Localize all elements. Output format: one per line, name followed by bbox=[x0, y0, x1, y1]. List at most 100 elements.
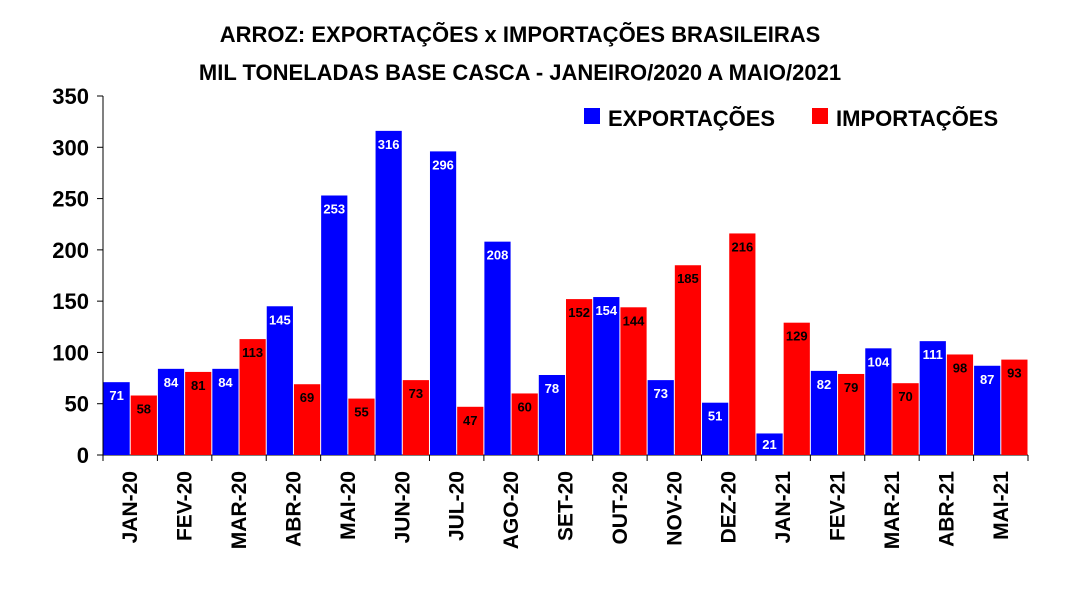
data-label-exportacoes: 316 bbox=[378, 137, 400, 152]
x-tick-label: MAR-20 bbox=[228, 471, 251, 549]
bar-importacoes bbox=[457, 406, 484, 455]
bar-exportacoes bbox=[321, 195, 348, 455]
x-tick-label: JAN-21 bbox=[772, 471, 795, 544]
data-label-exportacoes: 104 bbox=[868, 354, 890, 369]
data-label-exportacoes: 145 bbox=[269, 312, 291, 327]
bar-exportacoes bbox=[919, 341, 946, 455]
data-label-importacoes: 216 bbox=[731, 239, 753, 254]
legend: EXPORTAÇÕES IMPORTAÇÕES bbox=[584, 106, 998, 131]
y-tick-label: 100 bbox=[52, 340, 89, 365]
data-label-importacoes: 129 bbox=[786, 329, 808, 344]
x-tick-label: ABR-21 bbox=[935, 471, 958, 547]
data-label-exportacoes: 208 bbox=[487, 248, 509, 263]
bar-exportacoes bbox=[593, 297, 620, 455]
bar-importacoes bbox=[402, 380, 429, 455]
bar-importacoes bbox=[729, 233, 756, 455]
bar-importacoes bbox=[293, 384, 321, 455]
x-tick-label: JUL-20 bbox=[446, 471, 469, 541]
legend-label-exportacoes: EXPORTAÇÕES bbox=[608, 106, 775, 131]
y-tick-label: 250 bbox=[52, 187, 89, 212]
bar-exportacoes bbox=[538, 374, 565, 455]
data-label-importacoes: 79 bbox=[844, 380, 858, 395]
x-tick-label: MAI-21 bbox=[990, 471, 1013, 540]
bar-exportacoes bbox=[647, 380, 674, 455]
data-label-exportacoes: 78 bbox=[545, 381, 559, 396]
data-label-exportacoes: 253 bbox=[323, 201, 345, 216]
data-label-importacoes: 60 bbox=[517, 399, 531, 414]
data-label-importacoes: 98 bbox=[953, 360, 967, 375]
data-label-importacoes: 69 bbox=[300, 390, 314, 405]
chart-subtitle: MIL TONELADAS BASE CASCA - JANEIRO/2020 … bbox=[199, 60, 841, 85]
data-label-exportacoes: 84 bbox=[164, 375, 179, 390]
data-label-importacoes: 113 bbox=[242, 345, 263, 360]
legend-swatch-importacoes bbox=[812, 108, 828, 124]
bar-importacoes bbox=[185, 371, 212, 455]
data-label-exportacoes: 82 bbox=[817, 377, 831, 392]
data-label-importacoes: 58 bbox=[137, 402, 151, 417]
y-tick-label: 0 bbox=[77, 443, 89, 468]
x-tick-label: NOV-20 bbox=[663, 471, 686, 546]
data-label-exportacoes: 296 bbox=[432, 157, 454, 172]
legend-swatch-exportacoes bbox=[584, 108, 600, 124]
data-label-exportacoes: 87 bbox=[980, 372, 994, 387]
bars: 71 84 84 145 253 316 296 208 78 154 73 51 21 82 104 111… bbox=[103, 130, 1028, 456]
bar-importacoes bbox=[946, 354, 974, 455]
x-tick-label: SET-20 bbox=[555, 471, 578, 541]
bar-importacoes bbox=[674, 265, 702, 455]
bar-exportacoes bbox=[103, 382, 130, 455]
bar-exportacoes bbox=[702, 402, 729, 455]
data-label-exportacoes: 111 bbox=[923, 347, 943, 362]
bar-importacoes bbox=[130, 395, 157, 455]
axes: 0 50 100 150 200 250 300 350 JAN-20 FEV-20 MAR-20 A… bbox=[52, 84, 1029, 549]
data-label-importacoes: 152 bbox=[568, 305, 590, 320]
bar-importacoes bbox=[892, 383, 919, 455]
bar-exportacoes bbox=[266, 306, 293, 455]
x-tick-label: JAN-20 bbox=[119, 471, 142, 543]
bar-exportacoes bbox=[974, 365, 1001, 455]
y-tick-label: 150 bbox=[52, 289, 89, 314]
x-tick-label: FEV-21 bbox=[827, 471, 850, 541]
data-label-exportacoes: 73 bbox=[653, 386, 667, 401]
data-label-exportacoes: 71 bbox=[109, 388, 123, 403]
bar-importacoes bbox=[511, 393, 538, 455]
chart-title: ARROZ: EXPORTAÇÕES x IMPORTAÇÕES BRASILE… bbox=[220, 22, 821, 47]
data-label-importacoes: 144 bbox=[623, 313, 645, 328]
data-label-importacoes: 73 bbox=[409, 386, 423, 401]
x-tick-label: AGO-20 bbox=[500, 471, 523, 549]
data-label-importacoes: 81 bbox=[191, 378, 205, 393]
bar-importacoes bbox=[348, 398, 375, 455]
bar-importacoes bbox=[620, 307, 647, 455]
bar-exportacoes bbox=[375, 130, 402, 456]
bar-exportacoes bbox=[865, 348, 892, 455]
x-tick-label: MAR-21 bbox=[881, 471, 904, 549]
y-tick-label: 50 bbox=[65, 392, 89, 417]
bar-exportacoes bbox=[810, 370, 838, 455]
bar-exportacoes bbox=[157, 368, 185, 455]
y-tick-label: 350 bbox=[52, 84, 89, 109]
bar-importacoes bbox=[838, 373, 865, 455]
y-tick-label: 200 bbox=[52, 238, 89, 263]
x-tick-label: OUT-20 bbox=[609, 471, 632, 545]
bar-exportacoes bbox=[429, 151, 457, 456]
data-label-exportacoes: 21 bbox=[762, 437, 776, 452]
bar-exportacoes bbox=[212, 368, 239, 455]
data-label-exportacoes: 51 bbox=[708, 409, 722, 424]
y-tick-label: 300 bbox=[52, 135, 89, 160]
data-label-importacoes: 47 bbox=[463, 413, 477, 428]
bar-importacoes bbox=[566, 299, 593, 455]
bar-exportacoes bbox=[756, 433, 783, 455]
bar-importacoes bbox=[239, 339, 266, 455]
data-label-importacoes: 55 bbox=[354, 405, 368, 420]
bar-importacoes bbox=[1001, 359, 1028, 455]
x-tick-label: ABR-20 bbox=[282, 471, 305, 547]
data-label-importacoes: 93 bbox=[1007, 366, 1021, 381]
bar-exportacoes bbox=[484, 241, 511, 455]
bar-importacoes bbox=[783, 322, 810, 455]
x-tick-label: FEV-20 bbox=[174, 471, 197, 541]
data-label-exportacoes: 154 bbox=[595, 303, 617, 318]
legend-label-importacoes: IMPORTAÇÕES bbox=[836, 106, 998, 131]
data-label-importacoes: 70 bbox=[898, 389, 912, 404]
x-tick-label: JUN-20 bbox=[391, 471, 414, 543]
data-label-importacoes: 185 bbox=[677, 271, 699, 286]
